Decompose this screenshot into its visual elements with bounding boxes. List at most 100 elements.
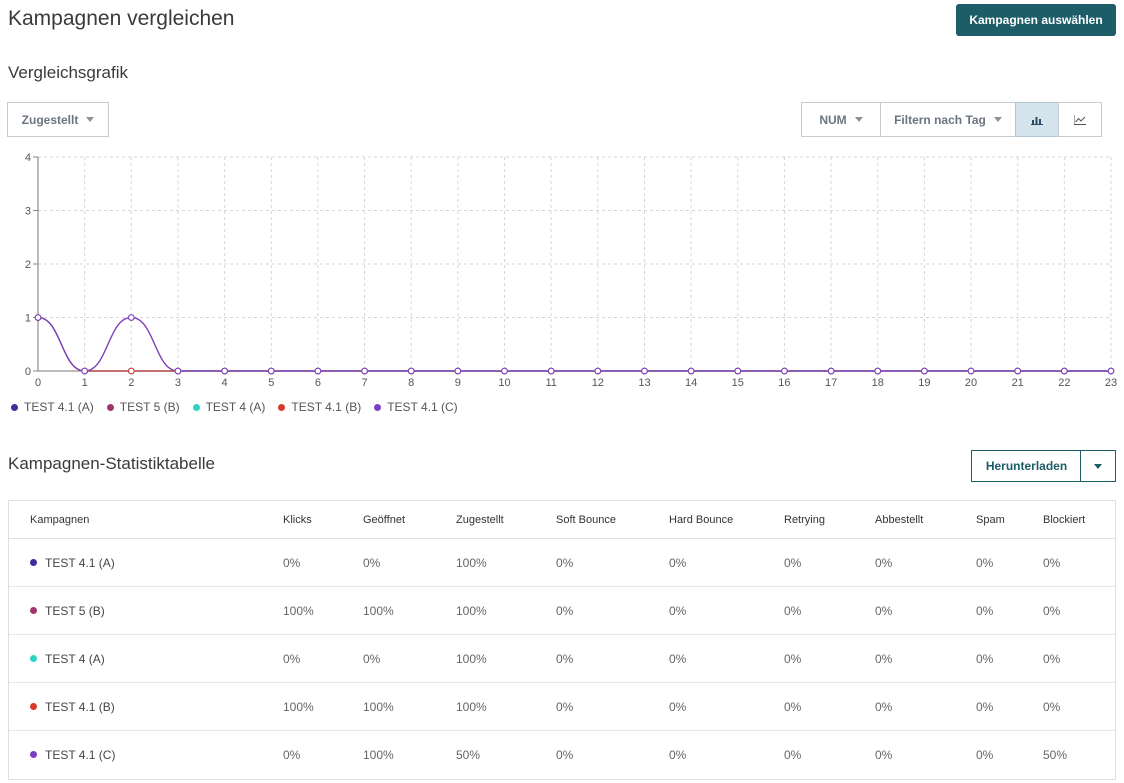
stat-cell: 0% bbox=[875, 651, 893, 666]
stat-cell: 0% bbox=[556, 603, 574, 618]
data-point[interactable] bbox=[547, 367, 555, 375]
num-dropdown[interactable]: NUM bbox=[801, 102, 881, 137]
stat-cell: 0% bbox=[556, 699, 574, 714]
x-tick-label: 21 bbox=[1012, 377, 1024, 389]
series-line-1 bbox=[37, 316, 1111, 372]
data-point[interactable] bbox=[874, 367, 882, 375]
download-options-button[interactable] bbox=[1080, 450, 1116, 482]
day-filter-dropdown[interactable]: Filtern nach Tag bbox=[880, 102, 1016, 137]
x-tick-label: 11 bbox=[545, 377, 556, 389]
stat-cell: 0% bbox=[875, 555, 893, 570]
stat-cell: 100% bbox=[283, 699, 314, 714]
table-row: TEST 4.1 (B) 100% 100% 100% 0% 0% 0% 0% 0% 0% bbox=[9, 683, 1115, 731]
stat-cell: 0% bbox=[363, 651, 381, 666]
data-point[interactable] bbox=[641, 367, 648, 375]
y-tick-label: 0 bbox=[25, 366, 31, 378]
column-header[interactable]: Klicks bbox=[283, 513, 312, 526]
data-point[interactable] bbox=[267, 367, 275, 375]
table-header: Kampagnen Klicks Geöffnet Zugestellt Soft Bo… bbox=[9, 501, 1115, 539]
column-header[interactable]: Spam bbox=[976, 513, 1005, 526]
stat-cell: 0% bbox=[875, 603, 893, 618]
column-header[interactable]: Abbestellt bbox=[875, 513, 924, 526]
x-tick-label: 17 bbox=[825, 377, 837, 389]
x-tick-label: 15 bbox=[732, 377, 744, 389]
stat-cell: 0% bbox=[784, 651, 802, 666]
legend-color-dot bbox=[278, 403, 286, 411]
x-tick-label: 5 bbox=[268, 377, 274, 389]
x-tick-label: 20 bbox=[965, 377, 977, 389]
data-point[interactable] bbox=[128, 367, 135, 375]
legend-item[interactable]: TEST 5 (B) bbox=[106, 400, 180, 414]
legend-item[interactable]: TEST 4.1 (C) bbox=[374, 400, 458, 414]
data-point[interactable] bbox=[454, 367, 462, 375]
x-tick-label: 9 bbox=[455, 377, 461, 389]
stat-cell: 0% bbox=[556, 747, 574, 762]
column-header[interactable]: Hard Bounce bbox=[669, 513, 734, 526]
stat-cell: 100% bbox=[456, 699, 487, 714]
column-header[interactable]: Retrying bbox=[784, 513, 825, 526]
stat-cell: 0% bbox=[784, 555, 802, 570]
legend-color-dot bbox=[11, 403, 18, 411]
column-header[interactable]: Zugestellt bbox=[456, 513, 504, 526]
stat-cell: 0% bbox=[976, 555, 994, 570]
campaign-name: TEST 4.1 (C) bbox=[45, 747, 116, 762]
stat-cell: 100% bbox=[283, 603, 314, 618]
data-point[interactable] bbox=[407, 367, 415, 375]
data-point[interactable] bbox=[967, 367, 975, 375]
data-point[interactable] bbox=[1061, 367, 1068, 375]
data-point[interactable] bbox=[1014, 367, 1021, 375]
campaign-color-dot bbox=[30, 655, 37, 662]
data-point[interactable] bbox=[314, 367, 322, 375]
bar-view-button[interactable] bbox=[1015, 102, 1059, 137]
column-header[interactable]: Kampagnen bbox=[30, 513, 90, 526]
campaign-name: TEST 4.1 (A) bbox=[45, 555, 115, 570]
data-point[interactable] bbox=[81, 367, 88, 375]
page-title: Kampagnen vergleichen bbox=[8, 7, 235, 30]
campaign-color-dot bbox=[30, 703, 37, 710]
stat-cell: 0% bbox=[556, 651, 574, 666]
data-point[interactable] bbox=[34, 314, 42, 321]
x-tick-label: 22 bbox=[1058, 377, 1070, 389]
stat-cell: 0% bbox=[363, 555, 381, 570]
line-view-button[interactable] bbox=[1058, 102, 1102, 137]
data-point[interactable] bbox=[501, 367, 508, 375]
stat-cell: 0% bbox=[875, 747, 893, 762]
legend-label: TEST 4.1 (C) bbox=[387, 400, 458, 414]
column-header[interactable]: Blockiert bbox=[1043, 513, 1086, 526]
stat-cell: 100% bbox=[456, 555, 487, 570]
data-point[interactable] bbox=[687, 367, 695, 375]
stat-cell: 0% bbox=[976, 699, 994, 714]
legend-item[interactable]: TEST 4.1 (B) bbox=[278, 400, 361, 414]
metric-dropdown[interactable]: Zugestellt bbox=[7, 102, 109, 137]
day-filter-label: Filtern nach Tag bbox=[894, 112, 986, 127]
legend-item[interactable]: TEST 4.1 (A) bbox=[11, 400, 94, 414]
data-point[interactable] bbox=[827, 367, 835, 375]
chevron-down-icon bbox=[1094, 463, 1102, 469]
y-tick-label: 1 bbox=[25, 313, 31, 325]
x-tick-label: 7 bbox=[362, 377, 368, 389]
data-point[interactable] bbox=[128, 314, 135, 321]
legend-item[interactable]: TEST 4 (A) bbox=[192, 400, 265, 414]
x-tick-label: 0 bbox=[35, 377, 41, 389]
stats-section-title: Kampagnen-Statistiktabelle bbox=[8, 454, 215, 473]
column-header[interactable]: Soft Bounce bbox=[556, 513, 616, 526]
campaign-color-dot bbox=[30, 559, 37, 566]
data-point[interactable] bbox=[361, 367, 368, 375]
campaign-name-cell: TEST 4.1 (A) bbox=[30, 539, 115, 586]
stat-cell: 0% bbox=[784, 699, 802, 714]
data-point[interactable] bbox=[1107, 367, 1115, 375]
legend-color-dot bbox=[192, 403, 200, 411]
stat-cell: 0% bbox=[669, 747, 687, 762]
select-campaigns-button[interactable]: Kampagnen auswählen bbox=[956, 4, 1116, 36]
download-button[interactable]: Herunterladen bbox=[971, 450, 1082, 482]
x-tick-label: 19 bbox=[918, 377, 930, 389]
stat-cell: 100% bbox=[456, 651, 487, 666]
data-point[interactable] bbox=[921, 367, 928, 375]
data-point[interactable] bbox=[221, 367, 228, 375]
data-point[interactable] bbox=[594, 367, 602, 375]
data-point[interactable] bbox=[781, 367, 788, 375]
x-tick-label: 13 bbox=[638, 377, 650, 389]
data-point[interactable] bbox=[174, 367, 182, 375]
column-header[interactable]: Geöffnet bbox=[363, 513, 405, 526]
data-point[interactable] bbox=[734, 367, 742, 375]
